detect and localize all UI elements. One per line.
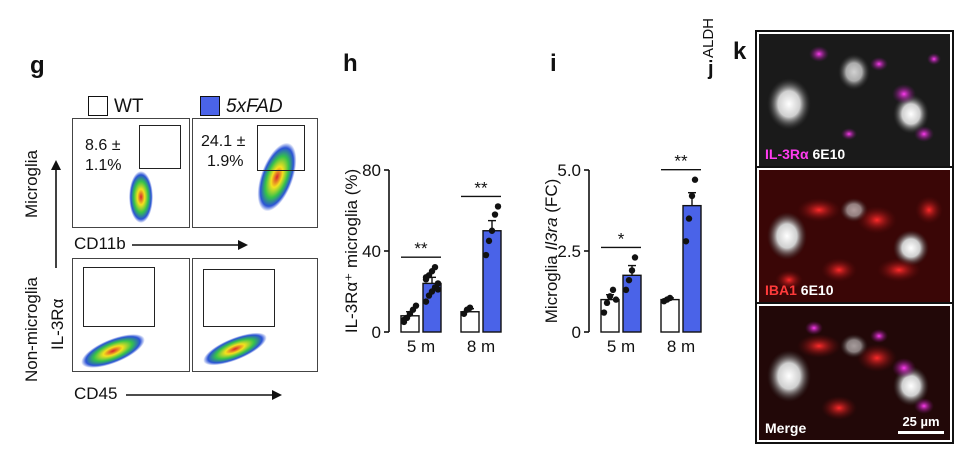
data-point (482, 251, 490, 259)
data-point (491, 211, 499, 218)
facs-x-axis-top: CD11b (74, 234, 126, 253)
y-axis-label-gene: Il3ra (542, 217, 561, 250)
data-point (666, 294, 674, 302)
label-6e10: 6E10 (808, 146, 846, 162)
facs-gate (203, 269, 275, 327)
y-axis-label-prefix: Microglia (542, 251, 561, 324)
bar-5xfad-8m (682, 204, 702, 333)
data-point (609, 286, 617, 294)
bar-wt-5m (600, 298, 620, 333)
panel-label-k: k (733, 38, 747, 65)
y-tick-label: 0 (572, 323, 581, 342)
data-point (422, 274, 430, 281)
y-tick-label: 0 (372, 323, 381, 342)
y-tick-label: 2.5 (557, 242, 581, 261)
legend-wt-swatch (88, 96, 108, 116)
label-iba1: IBA1 (765, 282, 797, 298)
y-tick-label: 80 (362, 161, 381, 180)
data-point (612, 296, 620, 303)
facs-plot-fad-microglia: 24.1 ± 1.9% (192, 118, 318, 228)
bar-wt-8m (660, 298, 680, 333)
data-point (622, 286, 630, 294)
facs-wt-pct-err: 1.1% (85, 157, 122, 174)
micrograph-il3ra-6e10: IL-3Rα 6E10 (755, 30, 954, 170)
data-point (682, 238, 690, 245)
x-tick-label: 5 m (607, 337, 635, 356)
significance-label: ** (474, 178, 488, 197)
scale-bar-line (898, 431, 944, 434)
x-tick-label: 8 m (467, 337, 495, 356)
label-6e10: 6E10 (796, 282, 834, 298)
data-point (631, 254, 639, 261)
data-point (603, 299, 611, 307)
data-point (600, 309, 608, 316)
micrograph-label: IL-3Rα 6E10 (765, 146, 845, 162)
panel-j-title: ALDH (700, 17, 717, 58)
scale-bar: 25 µm (898, 414, 944, 434)
facs-x-axis-bottom: CD45 (74, 384, 118, 403)
facs-plot-wt-non-microglia (72, 258, 190, 372)
data-point (606, 293, 614, 300)
facs-gate (139, 125, 181, 169)
panel-label-i: i (550, 50, 557, 77)
y-axis-label: IL-3Rα⁺ microglia (%) (342, 169, 361, 333)
data-point (400, 316, 408, 324)
panel-label-g: g (30, 52, 45, 79)
micrograph-label: IBA1 6E10 (765, 282, 834, 298)
facs-y-axis-label: IL-3Rα (48, 298, 67, 350)
bar-5xfad-5m (622, 274, 642, 333)
data-point (494, 203, 502, 210)
data-point (412, 302, 420, 309)
scale-bar-label: 25 µm (902, 414, 940, 429)
x-tick-label: 8 m (667, 337, 695, 356)
facs-wt-pct-value: 8.6 ± (85, 137, 121, 154)
data-point (685, 215, 693, 222)
facs-gate (257, 125, 305, 171)
facs-row-microglia: Microglia (22, 149, 41, 218)
y-axis-label-suffix: (FC) (542, 179, 561, 218)
data-point (466, 304, 474, 311)
data-point (691, 176, 699, 183)
data-point (628, 267, 636, 274)
facs-fad-pct-value: 24.1 ± (201, 133, 246, 150)
y-axis-label: Microglia Il3ra (FC) (542, 179, 561, 324)
facs-y-arrow (51, 160, 61, 268)
facs-gate (83, 267, 155, 327)
facs-plot-wt-microglia: 8.6 ± 1.1% (72, 118, 190, 228)
y-tick-label: 5.0 (557, 161, 581, 180)
significance-label: ** (414, 239, 428, 258)
panel-label-h: h (343, 50, 358, 77)
data-point (431, 264, 439, 271)
label-merge: Merge (765, 420, 807, 436)
data-point (434, 280, 442, 287)
label-il3ra: IL-3Rα (765, 146, 809, 162)
data-point (485, 237, 493, 245)
significance-label: * (618, 229, 625, 248)
facs-x-arrow-bottom (126, 390, 282, 400)
data-point (488, 227, 496, 234)
legend-wt-label: WT (114, 96, 144, 117)
data-point (422, 298, 430, 305)
data-point (688, 192, 696, 200)
facs-plot-fad-non-microglia (192, 258, 318, 372)
legend-fad-label: 5xFAD (226, 96, 283, 117)
x-tick-label: 5 m (407, 337, 435, 356)
facs-fad-pct-err: 1.9% (207, 153, 244, 170)
significance-label: ** (674, 152, 688, 171)
y-tick-label: 40 (362, 242, 381, 261)
data-point (625, 276, 633, 284)
facs-row-non-microglia: Non-microglia (22, 277, 41, 382)
data-point (434, 286, 442, 293)
facs-x-arrow-top (132, 240, 248, 250)
legend-fad-swatch (200, 96, 220, 116)
bar-5xfad-8m (482, 230, 502, 333)
micrograph-merge: Merge 25 µm (755, 302, 954, 444)
micrograph-iba1-6e10: IBA1 6E10 (755, 166, 954, 306)
panel-label-j: j (708, 58, 714, 80)
